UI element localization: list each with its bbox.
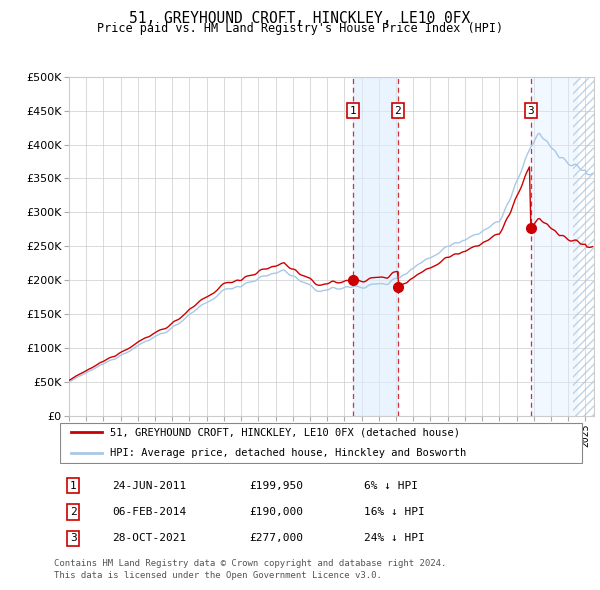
Text: HPI: Average price, detached house, Hinckley and Bosworth: HPI: Average price, detached house, Hinc… [110, 448, 466, 458]
Bar [353, 77, 398, 416]
Text: £277,000: £277,000 [249, 533, 303, 543]
Text: This data is licensed under the Open Government Licence v3.0.: This data is licensed under the Open Gov… [54, 571, 382, 579]
FancyBboxPatch shape [60, 422, 583, 464]
Text: 2: 2 [394, 106, 401, 116]
Text: Price paid vs. HM Land Registry's House Price Index (HPI): Price paid vs. HM Land Registry's House … [97, 22, 503, 35]
Text: 51, GREYHOUND CROFT, HINCKLEY, LE10 0FX: 51, GREYHOUND CROFT, HINCKLEY, LE10 0FX [130, 11, 470, 25]
Text: Contains HM Land Registry data © Crown copyright and database right 2024.: Contains HM Land Registry data © Crown c… [54, 559, 446, 568]
Text: 3: 3 [527, 106, 534, 116]
Text: 3: 3 [70, 533, 77, 543]
Bar [530, 77, 577, 416]
Text: 6% ↓ HPI: 6% ↓ HPI [365, 481, 419, 490]
Text: £199,950: £199,950 [249, 481, 303, 490]
Text: £190,000: £190,000 [249, 507, 303, 517]
Text: 2: 2 [70, 507, 77, 517]
Text: 28-OCT-2021: 28-OCT-2021 [113, 533, 187, 543]
Bar [574, 77, 599, 416]
Text: 24-JUN-2011: 24-JUN-2011 [113, 481, 187, 490]
Text: 24% ↓ HPI: 24% ↓ HPI [365, 533, 425, 543]
Text: 51, GREYHOUND CROFT, HINCKLEY, LE10 0FX (detached house): 51, GREYHOUND CROFT, HINCKLEY, LE10 0FX … [110, 427, 460, 437]
Text: 1: 1 [70, 481, 77, 490]
Text: 16% ↓ HPI: 16% ↓ HPI [365, 507, 425, 517]
Text: 1: 1 [349, 106, 356, 116]
Text: 06-FEB-2014: 06-FEB-2014 [113, 507, 187, 517]
